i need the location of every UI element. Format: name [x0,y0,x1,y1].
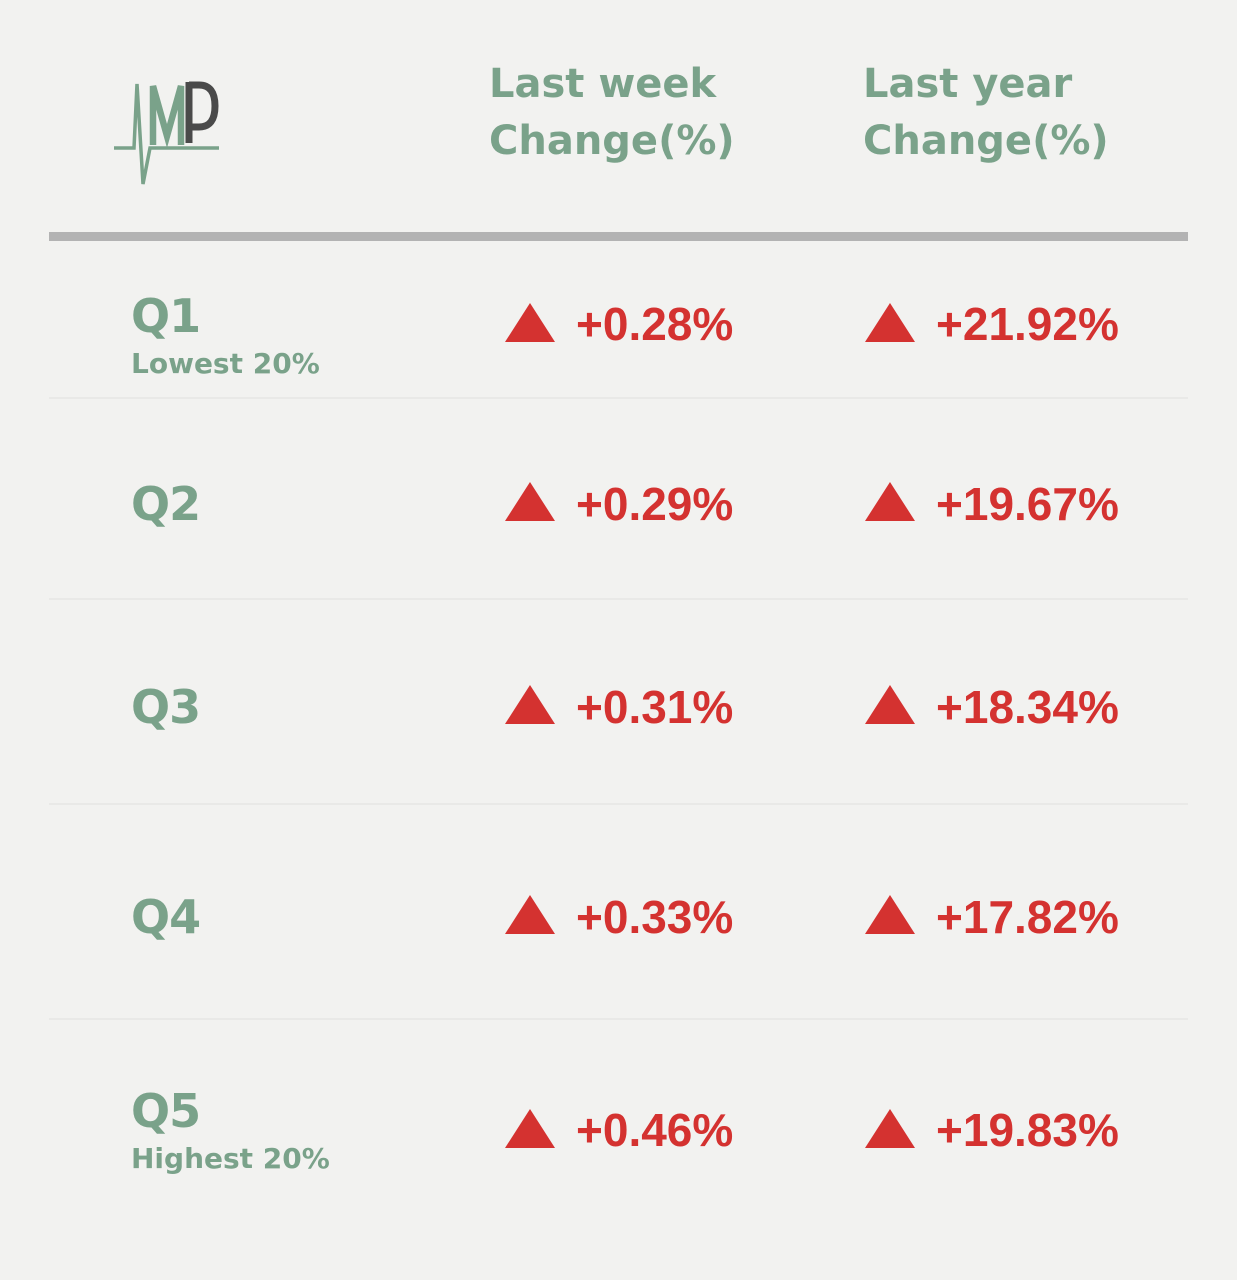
pulse-line-icon [114,83,219,185]
last-year-cell: +19.83% [839,1107,1188,1153]
up-triangle-icon [865,895,915,934]
last-week-cell: +0.29% [459,481,839,527]
logo-letter-m [149,85,185,149]
last-week-value: +0.28% [576,298,734,350]
row-label-block: Q4 [49,889,459,945]
last-year-value: +21.92% [936,298,1119,350]
up-triangle-icon [505,895,555,934]
quintile-label: Q3 [131,679,201,734]
last-week-value: +0.46% [576,1104,734,1156]
row-label-block: Q1 Lowest 20% [49,288,459,382]
quintile-label: Q4 [131,889,201,944]
table-row-q5: Q5 Highest 20% +0.46% +19.83% [49,1020,1188,1230]
quintile-sublabel: Highest 20% [131,1142,330,1175]
up-triangle-icon [505,1108,555,1148]
last-year-cell: +17.82% [839,894,1188,940]
last-year-cell: +18.34% [839,684,1188,730]
last-year-value: +19.67% [936,477,1119,530]
last-year-value: +19.83% [936,1104,1119,1156]
quintile-table: Q1 Lowest 20% +0.28% +21.92% Q2 [49,241,1188,1230]
table-row-q4: Q4 +0.33% +17.82% [49,805,1188,1020]
table-row-q2: Q2 +0.29% +19.67% [49,399,1188,600]
last-week-cell: +0.46% [459,1107,839,1153]
row-label-block: Q5 Highest 20% [49,1083,459,1177]
last-week-value: +0.29% [576,477,734,530]
last-year-column-header: Last year Change(%) [839,0,1188,232]
last-week-header-line2: Change(%) [489,118,735,164]
table-header: Last week Change(%) Last year Change(%) [49,0,1188,232]
quintile-label: Q1 [131,289,201,343]
last-week-column-header: Last week Change(%) [459,0,839,232]
last-week-value: +0.33% [576,890,734,943]
quintile-label: Q5 [131,1084,201,1138]
row-label-block: Q2 [49,476,459,532]
table-row-q1: Q1 Lowest 20% +0.28% +21.92% [49,241,1188,399]
up-triangle-icon [865,685,915,724]
last-year-value: +17.82% [936,890,1119,943]
table-row-q3: Q3 +0.31% +18.34% [49,600,1188,805]
up-triangle-icon [505,685,555,724]
last-week-header-line1: Last week [489,61,717,107]
last-week-cell: +0.28% [459,301,839,347]
last-year-cell: +21.92% [839,301,1188,347]
last-year-cell: +19.67% [839,481,1188,527]
up-triangle-icon [505,482,555,521]
up-triangle-icon [865,482,915,521]
header-rule [49,232,1188,241]
up-triangle-icon [865,1108,915,1148]
last-week-cell: +0.33% [459,894,839,940]
last-year-value: +18.34% [936,680,1119,733]
up-triangle-icon [505,302,555,342]
quintile-sublabel: Lowest 20% [131,347,320,380]
last-year-header-line1: Last year [863,61,1073,107]
logo-letter-p [185,81,219,143]
last-week-value: +0.31% [576,680,734,733]
up-triangle-icon [865,302,915,342]
last-year-header-line2: Change(%) [863,118,1109,164]
quintile-label: Q2 [131,476,201,531]
last-week-cell: +0.31% [459,684,839,730]
row-label-block: Q3 [49,679,459,735]
amp-pulse-logo [114,81,219,185]
